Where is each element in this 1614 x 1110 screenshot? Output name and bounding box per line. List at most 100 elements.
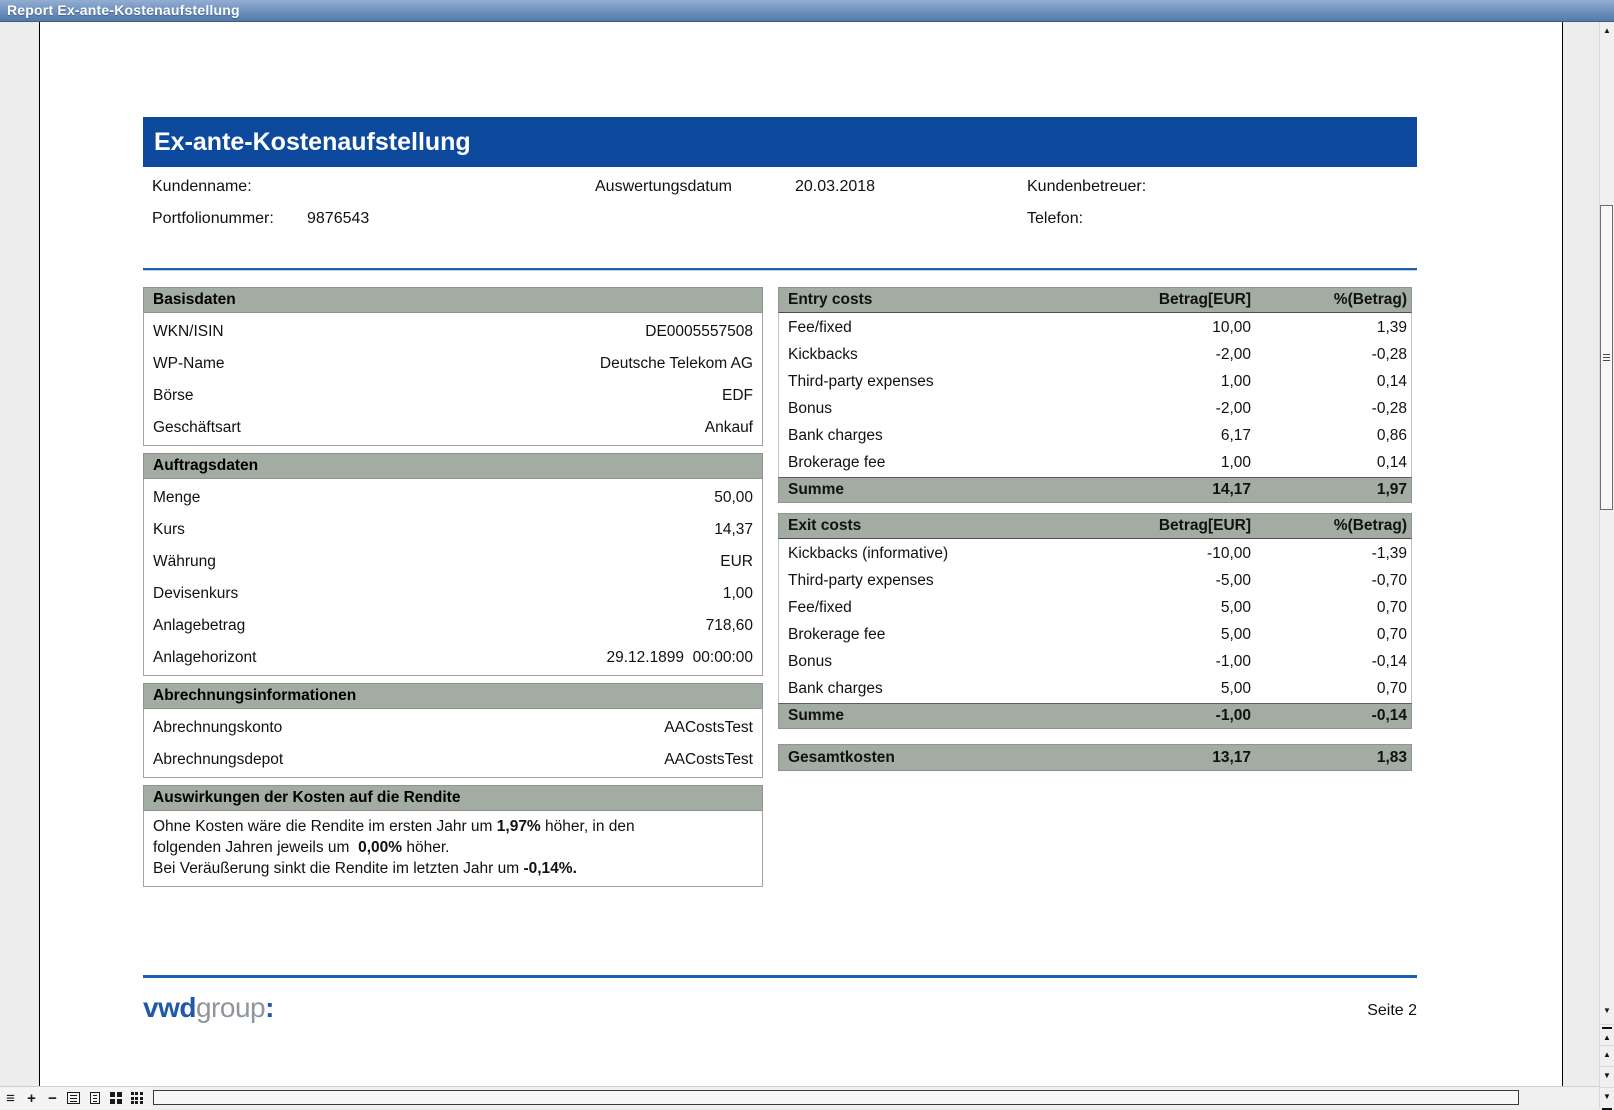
row-label: Menge	[153, 489, 201, 506]
cost-percent: %(Betrag)	[1333, 291, 1407, 308]
table-title: Basisdaten	[143, 287, 763, 313]
cost-label: Fee/fixed	[788, 319, 852, 336]
bottom-bar: ≡ + −	[0, 1086, 1599, 1109]
first-page-button[interactable]: ▲	[1600, 1024, 1614, 1043]
cost-amount: 10,00	[1212, 319, 1251, 336]
total-costs-row: Gesamtkosten 13,17 1,83	[778, 744, 1412, 771]
cost-label: Bank charges	[788, 427, 883, 444]
cost-amount: 13,17	[1212, 749, 1251, 766]
cost-sum-row: Summe 14,17 1,97	[778, 477, 1412, 503]
cost-label: Brokerage fee	[788, 454, 886, 471]
rendite-value: 0,00%	[358, 839, 403, 856]
table-row: Devisenkurs 1,00	[144, 577, 762, 609]
auswertungsdatum-value: 20.03.2018	[795, 178, 876, 195]
rendite-value: 1,97%	[496, 818, 541, 835]
cost-percent: 0,70	[1376, 626, 1407, 643]
row-label: Geschäftsart	[153, 419, 241, 436]
table-row: Abrechnungsdepot AACostsTest	[144, 743, 762, 775]
rendite-line: folgenden Jahren jeweils um 0,00% höher.	[153, 837, 753, 858]
row-value: 14,37	[714, 521, 753, 538]
zoom-out-icon[interactable]: −	[48, 1089, 57, 1107]
cost-table-header: Entry costs Betrag[EUR] %(Betrag)	[778, 287, 1412, 313]
window-titlebar[interactable]: Report Ex-ante-Kostenaufstellung	[0, 0, 1614, 22]
logo-vwd: vwd	[143, 992, 196, 1023]
cost-amount: -5,00	[1215, 572, 1251, 589]
header-divider	[143, 268, 1417, 271]
page-width-view-icon[interactable]	[63, 1088, 84, 1108]
row-label: Anlagehorizont	[153, 649, 257, 666]
page-grid-view-icon[interactable]	[126, 1088, 147, 1108]
row-value: DE0005557508	[645, 323, 753, 340]
rendite-value: -0,14%.	[523, 860, 577, 877]
meta-row-1: Kundenname: Auswertungsdatum 20.03.2018 …	[143, 178, 1417, 198]
cost-label: Third-party expenses	[788, 373, 934, 390]
cost-percent: -0,14	[1371, 653, 1407, 670]
vertical-scroll-thumb[interactable]	[1600, 205, 1613, 510]
cost-amount: -1,00	[1215, 707, 1251, 724]
scroll-up-arrow-icon[interactable]: ▲	[1603, 26, 1611, 35]
vwdgroup-logo: vwdgroup:	[143, 992, 274, 1024]
cost-amount: 5,00	[1220, 599, 1251, 616]
rendite-line: Ohne Kosten wäre die Rendite im ersten J…	[153, 816, 753, 837]
cost-row: Bonus -2,00 -0,28	[779, 395, 1411, 422]
portfolionummer-label: Portfolionummer:	[152, 210, 274, 227]
row-label: WKN/ISIN	[153, 323, 224, 340]
table-row: Geschäftsart Ankauf	[144, 411, 762, 443]
cost-row: Bank charges 6,17 0,86	[779, 422, 1411, 449]
cost-table-body: Kickbacks (informative) -10,00 -1,39 Third-…	[778, 539, 1412, 703]
cost-label: Summe	[788, 481, 844, 498]
cost-amount: 5,00	[1220, 680, 1251, 697]
cost-row: Fee/fixed 5,00 0,70	[779, 594, 1411, 621]
cost-label: Gesamtkosten	[788, 749, 895, 766]
cost-amount: 6,17	[1220, 427, 1251, 444]
row-label: WP-Name	[153, 355, 225, 372]
row-value: 718,60	[705, 617, 753, 634]
cost-table-header: Exit costs Betrag[EUR] %(Betrag)	[778, 513, 1412, 539]
window-title: Report Ex-ante-Kostenaufstellung	[7, 2, 240, 18]
report-title: Ex-ante-Kostenaufstellung	[154, 128, 471, 156]
portfolionummer-value: 9876543	[307, 210, 370, 227]
cost-percent: 1,83	[1376, 749, 1407, 766]
cost-tables: Entry costs Betrag[EUR] %(Betrag) Fee/fixed…	[778, 287, 1412, 771]
cost-percent: 1,97	[1376, 481, 1407, 498]
kundenbetreuer-label: Kundenbetreuer:	[1027, 178, 1147, 195]
cost-row: Bank charges 5,00 0,70	[779, 675, 1411, 702]
row-value: AACostsTest	[664, 751, 753, 768]
cost-row: Third-party expenses 1,00 0,14	[779, 368, 1411, 395]
table-title: Abrechnungsinformationen	[143, 683, 763, 709]
scroll-down-arrow-icon[interactable]: ▼	[1603, 1006, 1611, 1015]
cost-label: Kickbacks (informative)	[788, 545, 949, 562]
row-label: Kurs	[153, 521, 185, 538]
cost-row: Kickbacks -2,00 -0,28	[779, 341, 1411, 368]
rendite-line: Bei Veräußerung sinkt die Rendite im let…	[153, 858, 753, 879]
whole-page-view-icon[interactable]	[84, 1088, 105, 1108]
cost-amount: -1,00	[1215, 653, 1251, 670]
info-table-auftragsdaten: Auftragsdaten Menge 50,00 Kurs 14,37 Währung E…	[143, 453, 763, 676]
info-table-abrechnungsinformationen: Abrechnungsinformationen Abrechnungskonto…	[143, 683, 763, 778]
cost-amount: 1,00	[1220, 454, 1251, 471]
table-body: Menge 50,00 Kurs 14,37 Währung EUR Devisenkurs…	[143, 479, 763, 676]
cost-percent: 0,86	[1376, 427, 1407, 444]
rendite-text-segment: höher.	[402, 839, 450, 856]
cost-amount: 5,00	[1220, 626, 1251, 643]
cost-label: Bank charges	[788, 680, 883, 697]
horizontal-scrollbar[interactable]	[152, 1087, 1599, 1108]
zoom-in-icon[interactable]: +	[27, 1089, 36, 1107]
two-pages-view-icon[interactable]	[105, 1088, 126, 1108]
left-tables: Basisdaten WKN/ISIN DE0005557508 WP-Name Deu…	[143, 287, 763, 894]
row-value: Deutsche Telekom AG	[599, 355, 753, 372]
row-label: Abrechnungsdepot	[153, 751, 284, 768]
menu-icon[interactable]: ≡	[6, 1089, 15, 1107]
vertical-scrollbar[interactable]: ▲ ▼ ▲ ▲ ▼ ▼	[1599, 22, 1614, 1110]
table-title: Auswirkungen der Kosten auf die Rendite	[143, 785, 763, 811]
last-page-button[interactable]: ▼	[1600, 1087, 1614, 1110]
horizontal-scroll-thumb[interactable]	[153, 1090, 1519, 1105]
next-page-button[interactable]: ▼	[1600, 1066, 1614, 1085]
table-row: Kurs 14,37	[144, 513, 762, 545]
prev-page-button[interactable]: ▲	[1600, 1045, 1614, 1064]
page-number: Seite 2	[1367, 1002, 1417, 1019]
table-body: Abrechnungskonto AACostsTest Abrechnungsde…	[143, 709, 763, 778]
rendite-text-segment: Bei Veräußerung sinkt die Rendite im let…	[153, 860, 524, 877]
scroll-thumb-grip-icon	[1603, 353, 1610, 363]
cost-label: Exit costs	[788, 517, 862, 534]
